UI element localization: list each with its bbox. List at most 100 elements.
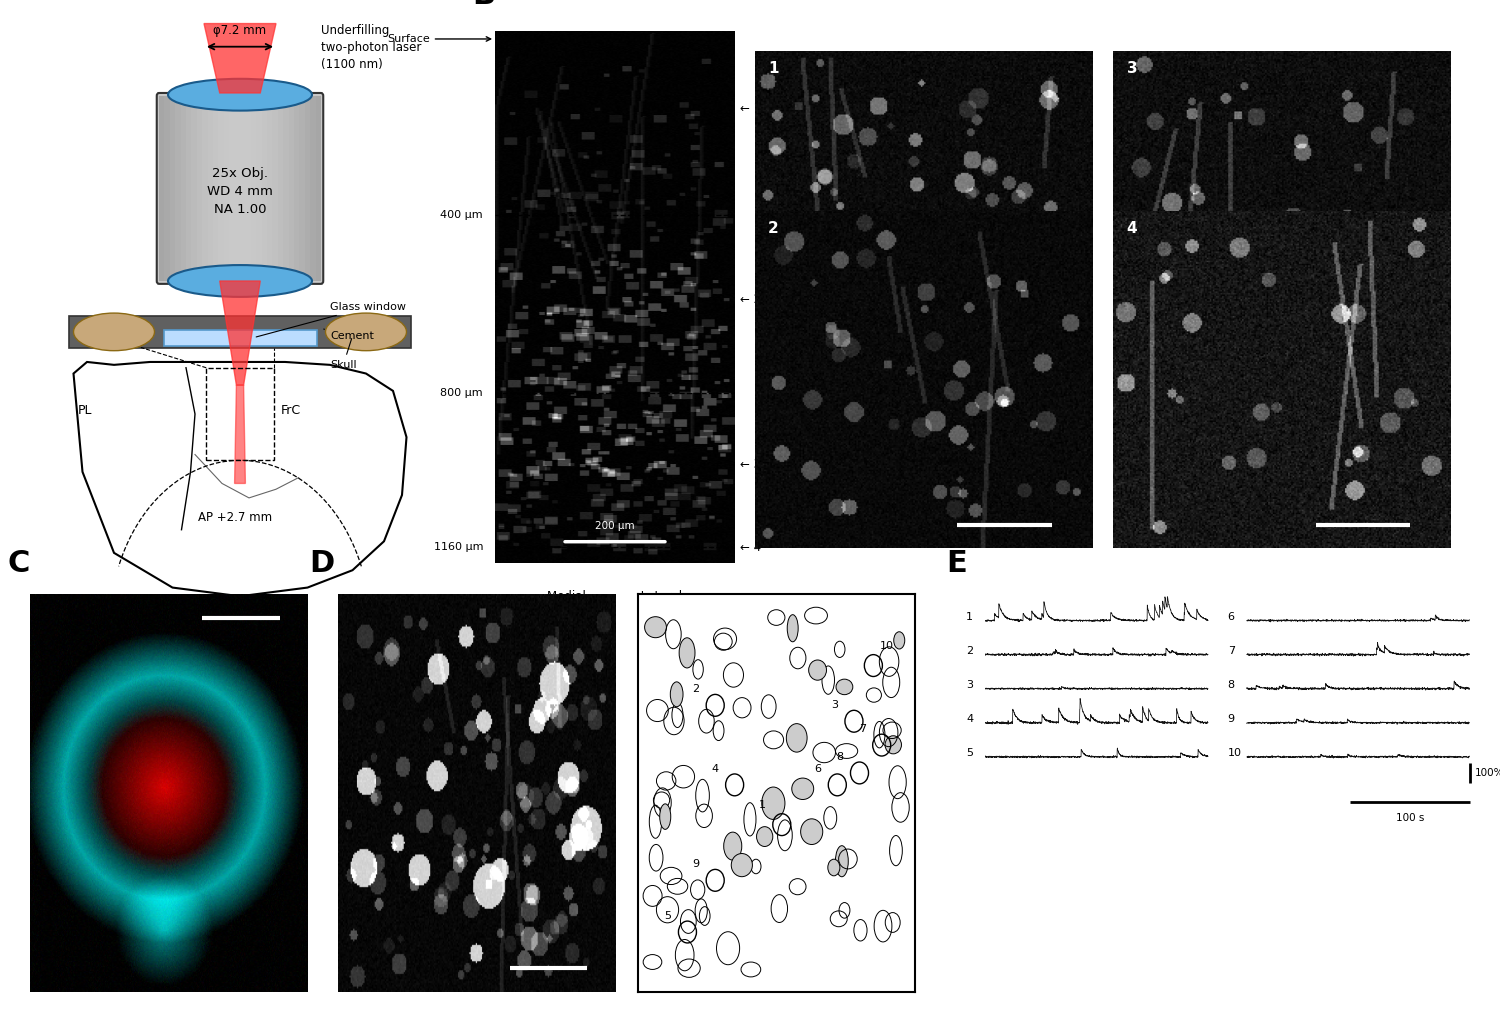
Bar — [186, 96, 192, 281]
Bar — [256, 96, 261, 281]
Text: 3: 3 — [1126, 61, 1137, 75]
Text: ← 2: ← 2 — [740, 293, 760, 306]
Ellipse shape — [894, 632, 904, 649]
Text: Underfilling
two-photon laser
(1100 nm): Underfilling two-photon laser (1100 nm) — [321, 24, 422, 70]
Text: Cement: Cement — [324, 330, 374, 341]
Ellipse shape — [168, 265, 312, 296]
Bar — [170, 96, 176, 281]
Bar — [192, 96, 196, 281]
Text: Skull: Skull — [330, 339, 357, 370]
Text: ← 1: ← 1 — [740, 101, 760, 115]
Bar — [246, 96, 250, 281]
Bar — [219, 96, 224, 281]
Text: PL: PL — [78, 404, 93, 417]
Bar — [261, 96, 267, 281]
Bar — [240, 96, 246, 281]
Text: 9: 9 — [1227, 714, 1234, 724]
Ellipse shape — [792, 778, 813, 800]
Text: 4: 4 — [711, 764, 718, 774]
Bar — [310, 96, 315, 281]
Bar — [315, 96, 321, 281]
Bar — [267, 96, 273, 281]
Bar — [202, 96, 207, 281]
Ellipse shape — [762, 787, 784, 819]
Text: E: E — [946, 550, 968, 578]
Bar — [230, 96, 234, 281]
Text: 3: 3 — [966, 680, 974, 690]
Text: 2: 2 — [692, 685, 699, 694]
Ellipse shape — [786, 724, 807, 752]
Text: 8: 8 — [1227, 680, 1234, 690]
Text: 10: 10 — [880, 640, 894, 651]
Polygon shape — [219, 281, 261, 385]
Ellipse shape — [168, 79, 312, 111]
Bar — [300, 96, 304, 281]
Bar — [196, 96, 202, 281]
Bar — [180, 96, 186, 281]
Bar — [164, 330, 316, 346]
Bar — [224, 96, 230, 281]
Text: 1160 μm: 1160 μm — [433, 542, 483, 552]
Ellipse shape — [828, 859, 840, 876]
Text: 100%: 100% — [1474, 768, 1500, 778]
Ellipse shape — [670, 682, 682, 707]
Bar — [234, 96, 240, 281]
Text: Surface: Surface — [387, 34, 490, 44]
Text: 4: 4 — [966, 714, 974, 724]
Ellipse shape — [756, 826, 772, 846]
Text: 4: 4 — [1126, 221, 1137, 236]
Text: B: B — [472, 0, 495, 9]
Text: 200 μm: 200 μm — [596, 521, 634, 531]
Text: 10: 10 — [1227, 748, 1242, 758]
Text: 100 s: 100 s — [1396, 813, 1425, 823]
Polygon shape — [74, 362, 407, 596]
Ellipse shape — [660, 804, 670, 829]
Text: ← 4: ← 4 — [740, 540, 760, 554]
Bar — [165, 96, 170, 281]
Ellipse shape — [74, 313, 154, 350]
Ellipse shape — [723, 833, 742, 860]
Bar — [288, 96, 294, 281]
Polygon shape — [234, 385, 246, 483]
Text: 6: 6 — [815, 764, 822, 774]
Bar — [206, 368, 273, 461]
Text: 1: 1 — [768, 61, 778, 75]
Text: D: D — [309, 550, 334, 578]
Bar — [284, 96, 288, 281]
Text: 3: 3 — [831, 700, 839, 711]
FancyBboxPatch shape — [158, 93, 324, 284]
Text: 1: 1 — [759, 800, 766, 810]
Text: φ7.2 mm: φ7.2 mm — [213, 24, 267, 37]
Ellipse shape — [645, 617, 666, 637]
Ellipse shape — [801, 819, 824, 845]
Text: 400 μm: 400 μm — [441, 210, 483, 220]
Ellipse shape — [885, 735, 902, 754]
Text: 5: 5 — [966, 748, 974, 758]
Bar — [294, 96, 300, 281]
Ellipse shape — [680, 637, 694, 668]
Polygon shape — [204, 24, 276, 93]
Bar — [251, 96, 257, 281]
Bar — [207, 96, 213, 281]
Ellipse shape — [836, 679, 854, 694]
Bar — [69, 316, 411, 347]
Text: AP +2.7 mm: AP +2.7 mm — [198, 511, 273, 524]
Ellipse shape — [788, 615, 798, 641]
Bar — [304, 96, 310, 281]
Text: ← 3: ← 3 — [740, 458, 760, 471]
Text: 9: 9 — [692, 859, 699, 870]
Text: 2: 2 — [966, 646, 974, 656]
Text: C: C — [8, 550, 30, 578]
Text: 2: 2 — [768, 221, 778, 236]
Bar — [159, 96, 165, 281]
Text: 800 μm: 800 μm — [441, 387, 483, 398]
Ellipse shape — [808, 660, 826, 680]
Text: FrC: FrC — [280, 404, 300, 417]
Text: 5: 5 — [664, 911, 672, 921]
Text: 7: 7 — [858, 724, 865, 734]
Text: 25x Obj.
WD 4 mm
NA 1.00: 25x Obj. WD 4 mm NA 1.00 — [207, 166, 273, 216]
Text: Medial ←           Lateral: Medial ← Lateral — [548, 590, 682, 603]
Text: 8: 8 — [837, 752, 843, 762]
Text: 6: 6 — [1227, 612, 1234, 622]
Bar — [278, 96, 284, 281]
